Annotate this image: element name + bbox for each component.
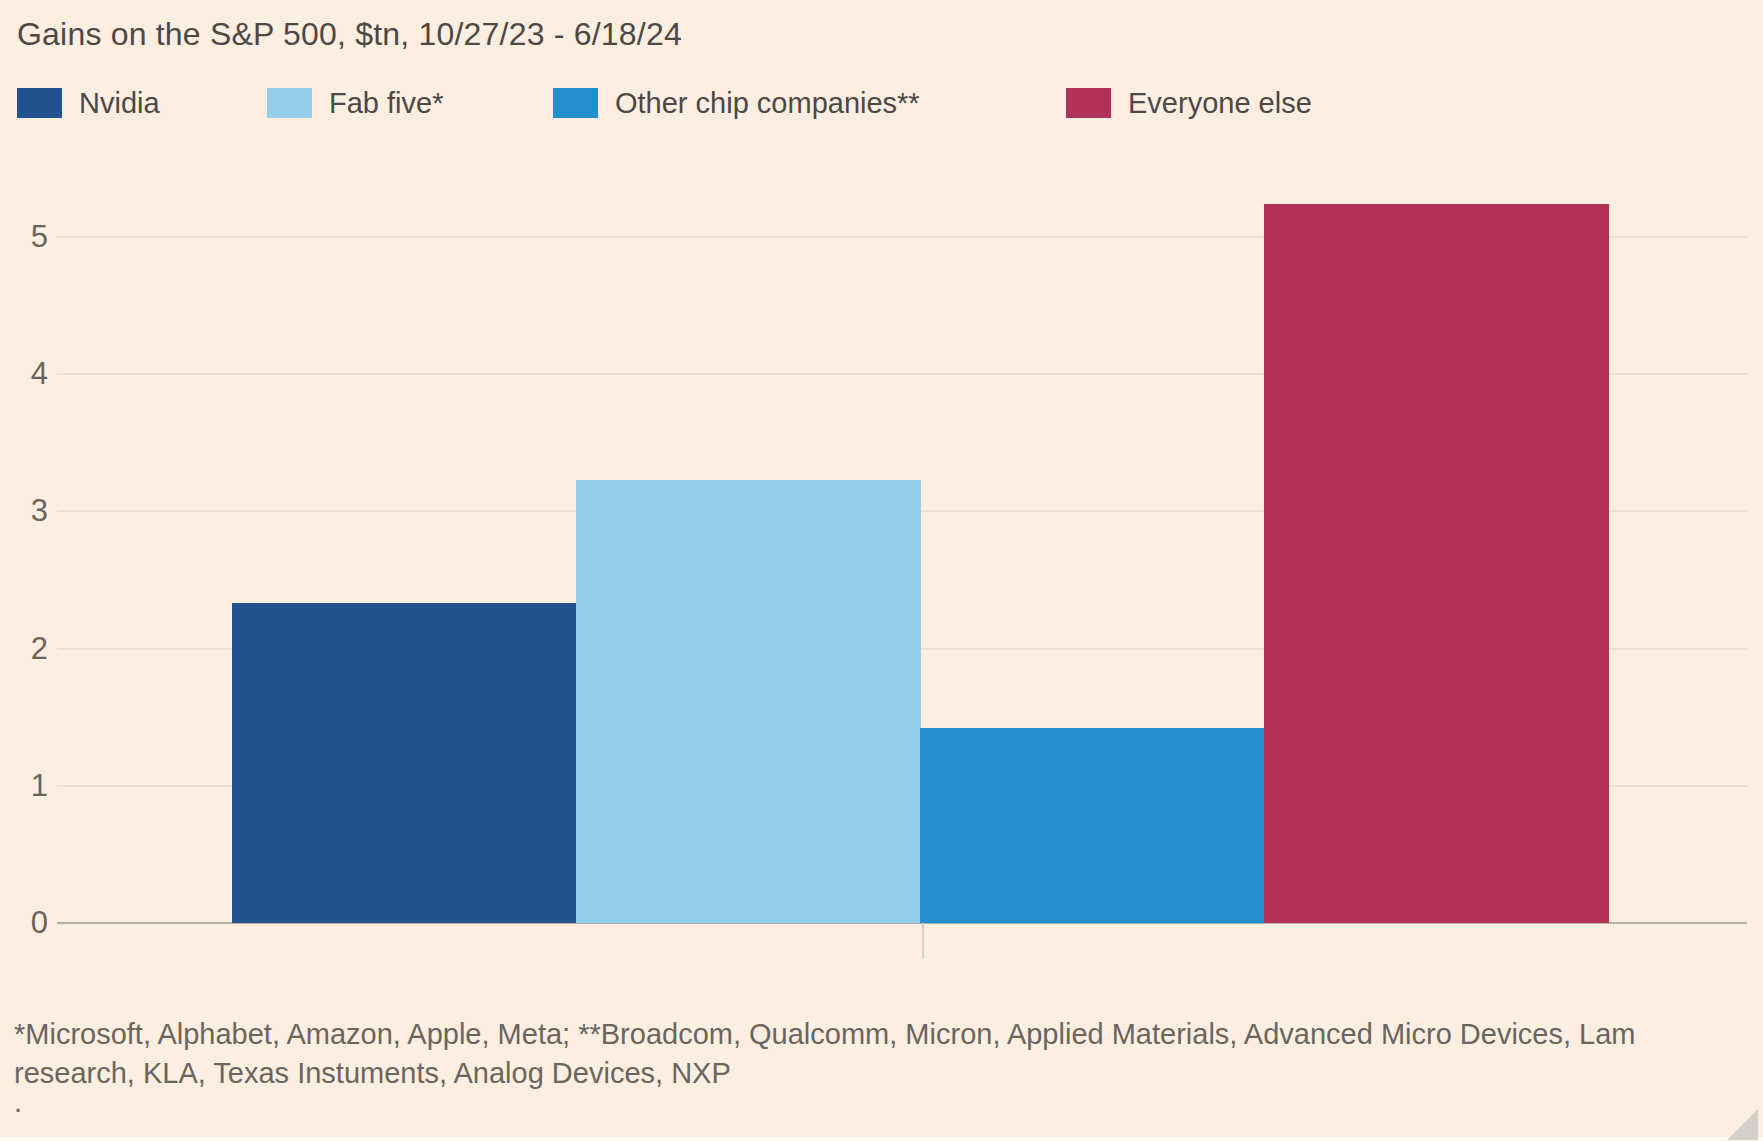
resize-handle-icon[interactable] <box>1727 1109 1758 1140</box>
y-tick-label: 2 <box>0 633 48 665</box>
y-tick-label: 1 <box>0 770 48 802</box>
chart-title: Gains on the S&P 500, $tn, 10/27/23 - 6/… <box>17 15 682 53</box>
bottom-edge-strip <box>0 1137 1763 1141</box>
chart-footnote: *Microsoft, Alphabet, Amazon, Apple, Met… <box>14 1015 1720 1093</box>
x-axis-tick <box>922 923 924 959</box>
legend-swatch-icon <box>1066 88 1111 118</box>
bar-fab-five[interactable] <box>576 480 921 923</box>
y-tick-label: 0 <box>0 907 48 939</box>
chart-panel: Gains on the S&P 500, $tn, 10/27/23 - 6/… <box>0 0 1763 1141</box>
y-tick-label: 5 <box>0 221 48 253</box>
bar-nvidia[interactable] <box>232 603 577 923</box>
y-tick-label: 4 <box>0 358 48 390</box>
legend-label: Nvidia <box>79 88 160 118</box>
legend-label: Everyone else <box>1128 88 1312 118</box>
y-tick-label: 3 <box>0 495 48 527</box>
stray-period: . <box>14 1086 22 1119</box>
legend-swatch-icon <box>17 88 62 118</box>
legend-label: Other chip companies** <box>615 88 920 118</box>
bar-other-chip-companies[interactable] <box>920 728 1265 923</box>
legend-label: Fab five* <box>329 88 443 118</box>
legend-swatch-icon <box>267 88 312 118</box>
legend-swatch-icon <box>553 88 598 118</box>
bar-everyone-else[interactable] <box>1264 204 1609 923</box>
